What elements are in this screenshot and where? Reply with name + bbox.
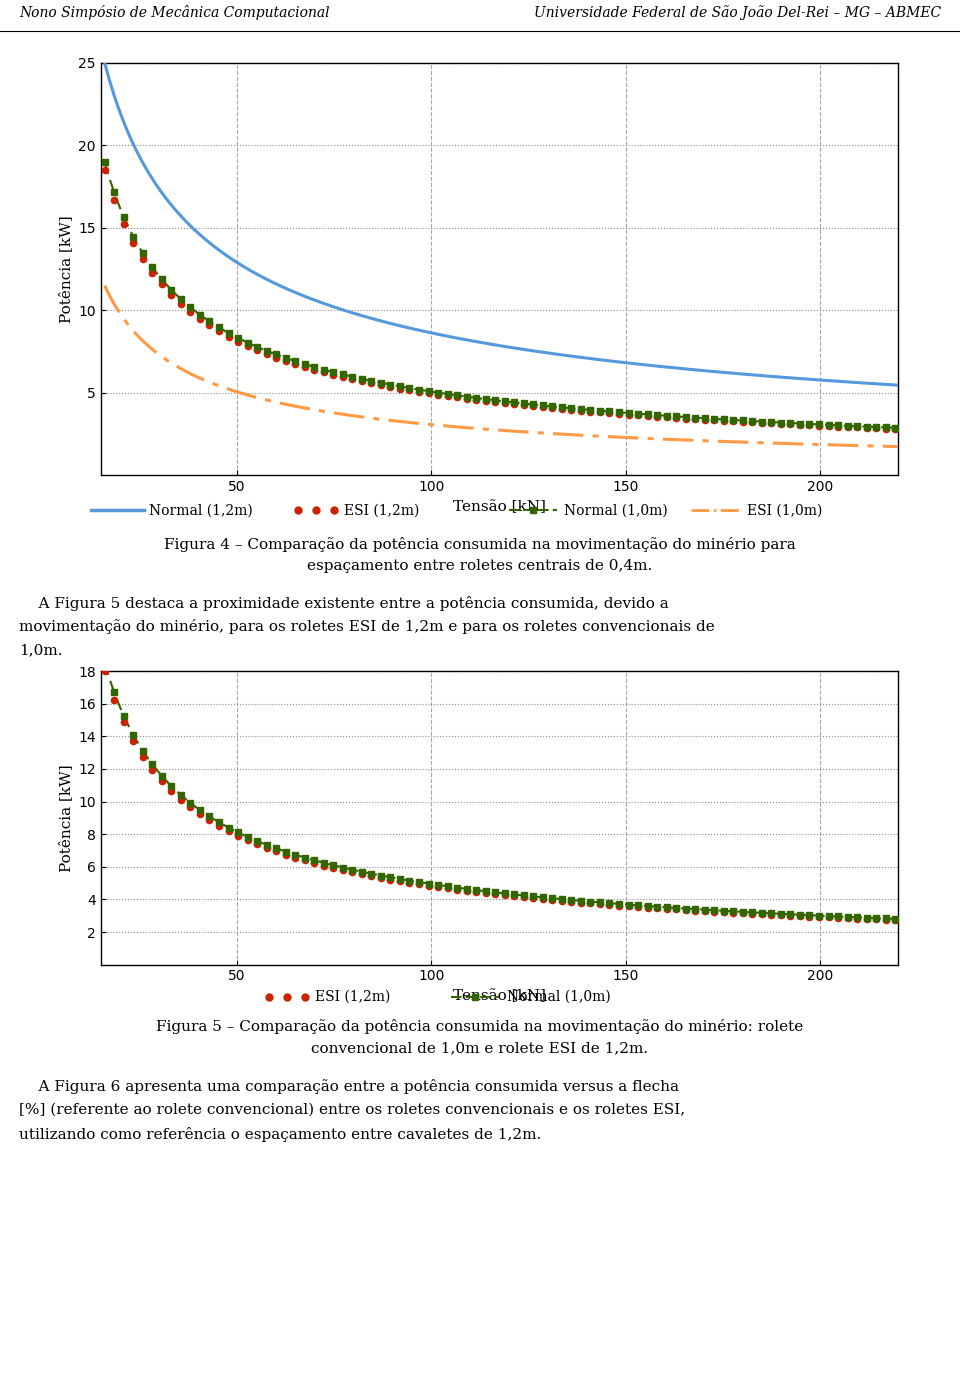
Y-axis label: Potência [kW]: Potência [kW] bbox=[59, 215, 73, 323]
Text: Nono Simpósio de Mecânica Computacional: Nono Simpósio de Mecânica Computacional bbox=[19, 6, 330, 20]
Text: Normal (1,0m): Normal (1,0m) bbox=[564, 503, 668, 517]
Y-axis label: Potência [kW]: Potência [kW] bbox=[59, 765, 73, 871]
Text: 1,0m.: 1,0m. bbox=[19, 643, 62, 657]
Text: ESI (1,0m): ESI (1,0m) bbox=[747, 503, 823, 517]
Text: [%] (referente ao rolete convencional) entre os roletes convencionais e os rolet: [%] (referente ao rolete convencional) e… bbox=[19, 1103, 685, 1117]
X-axis label: Tensão [kN]: Tensão [kN] bbox=[453, 499, 545, 513]
Text: movimentação do minério, para os roletes ESI de 1,2m e para os roletes convencio: movimentação do minério, para os roletes… bbox=[19, 619, 715, 635]
Text: ESI (1,2m): ESI (1,2m) bbox=[315, 990, 391, 1004]
Text: Normal (1,0m): Normal (1,0m) bbox=[507, 990, 611, 1004]
Text: Figura 4 – Comparação da potência consumida na movimentação do minério para: Figura 4 – Comparação da potência consum… bbox=[164, 537, 796, 552]
Text: Universidade Federal de São João Del-Rei – MG – ABMEC: Universidade Federal de São João Del-Rei… bbox=[534, 6, 941, 20]
Text: Normal (1,2m): Normal (1,2m) bbox=[149, 503, 252, 517]
Text: espaçamento entre roletes centrais de 0,4m.: espaçamento entre roletes centrais de 0,… bbox=[307, 559, 653, 573]
Text: A Figura 5 destaca a proximidade existente entre a potência consumida, devido a: A Figura 5 destaca a proximidade existen… bbox=[19, 596, 669, 611]
Text: utilizando como referência o espaçamento entre cavaletes de 1,2m.: utilizando como referência o espaçamento… bbox=[19, 1127, 541, 1142]
X-axis label: Tensão [kN]: Tensão [kN] bbox=[453, 988, 545, 1002]
Text: A Figura 6 apresenta uma comparação entre a potência consumida versus a flecha: A Figura 6 apresenta uma comparação entr… bbox=[19, 1079, 680, 1095]
Text: Figura 5 – Comparação da potência consumida na movimentação do minério: rolete: Figura 5 – Comparação da potência consum… bbox=[156, 1019, 804, 1035]
Text: ESI (1,2m): ESI (1,2m) bbox=[344, 503, 420, 517]
Text: convencional de 1,0m e rolete ESI de 1,2m.: convencional de 1,0m e rolete ESI de 1,2… bbox=[311, 1042, 649, 1055]
